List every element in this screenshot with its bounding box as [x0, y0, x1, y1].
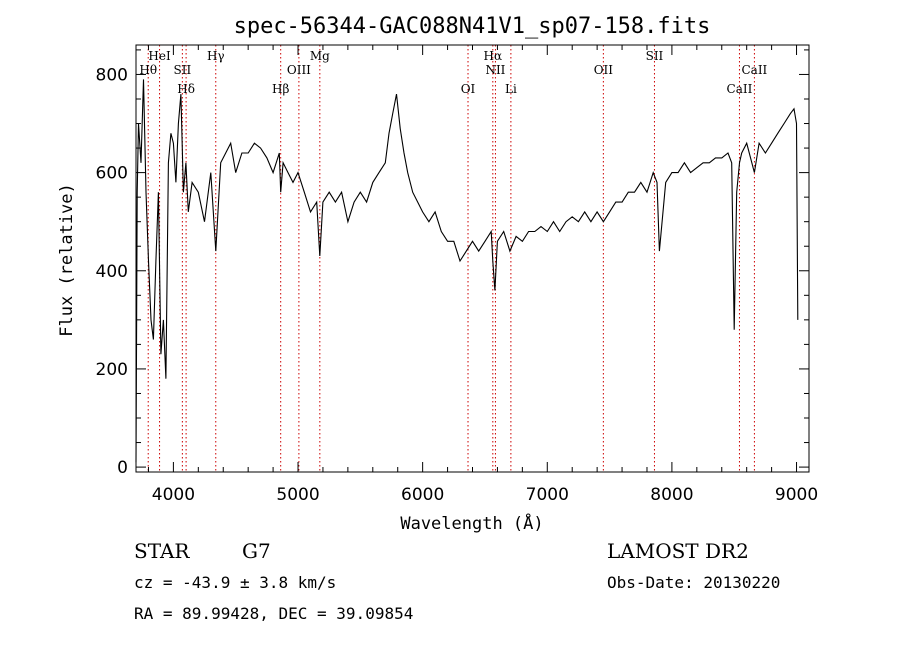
spectral-line-label-5: Hβ	[272, 82, 289, 96]
x-tick-label-4: 8000	[650, 485, 693, 505]
cz-value: cz = -43.9 ± 3.8 km/s	[134, 573, 336, 592]
x-tick-label-3: 7000	[526, 485, 569, 505]
y-tick-label-4: 800	[96, 65, 128, 85]
y-tick-label-3: 600	[96, 164, 128, 184]
spectral-line-label-15: CaII	[741, 63, 767, 77]
axes: 4000 5000 6000 7000 8000 9000 0 200 400 600 800	[96, 44, 818, 505]
spectrum-series	[135, 79, 799, 463]
spectral-line-label-4: Hγ	[207, 49, 225, 63]
spectrum-line	[135, 79, 799, 463]
spectral-line-label-0: Hθ	[139, 63, 157, 77]
spectral-line-label-14: CaII	[727, 82, 753, 96]
spectral-line-label-12: OII	[594, 63, 614, 77]
spectral-line-label-13: SII	[646, 49, 664, 63]
x-tick-label-5: 9000	[775, 485, 818, 505]
spectral-line-label-6: OIII	[287, 63, 311, 77]
spectral-line-label-7: Mg	[310, 49, 330, 63]
spectral-line-label-9: NII	[485, 63, 505, 77]
y-tick-label-1: 200	[96, 360, 128, 380]
spectral-line-label-8: OI	[461, 82, 476, 96]
object-subclass: G7	[242, 539, 271, 563]
coordinates: RA = 89.99428, DEC = 39.09854	[134, 604, 413, 623]
survey-name: LAMOST DR2	[607, 539, 749, 563]
x-tick-label-2: 6000	[401, 485, 444, 505]
y-axis-label: Flux (relative)	[57, 183, 77, 337]
chart-title: spec-56344-GAC088N41V1_sp07-158.fits	[234, 14, 711, 39]
spectral-line-label-11: Li	[505, 82, 517, 96]
object-type: STAR	[134, 539, 190, 563]
spectral-line-label-1: HeI	[148, 49, 171, 63]
x-tick-label-1: 5000	[276, 485, 319, 505]
y-tick-label-0: 0	[117, 458, 128, 478]
x-axis-label: Wavelength (Å)	[400, 512, 543, 534]
obs-date: Obs-Date: 20130220	[607, 573, 780, 592]
y-tick-label-2: 400	[96, 262, 128, 282]
x-tick-label-0: 4000	[152, 485, 195, 505]
spectral-line-label-10: Hα	[484, 49, 503, 63]
plot-frame	[135, 44, 810, 473]
spectral-line-label-3: SII	[174, 63, 192, 77]
spectral-line-label-2: Hδ	[177, 82, 195, 96]
